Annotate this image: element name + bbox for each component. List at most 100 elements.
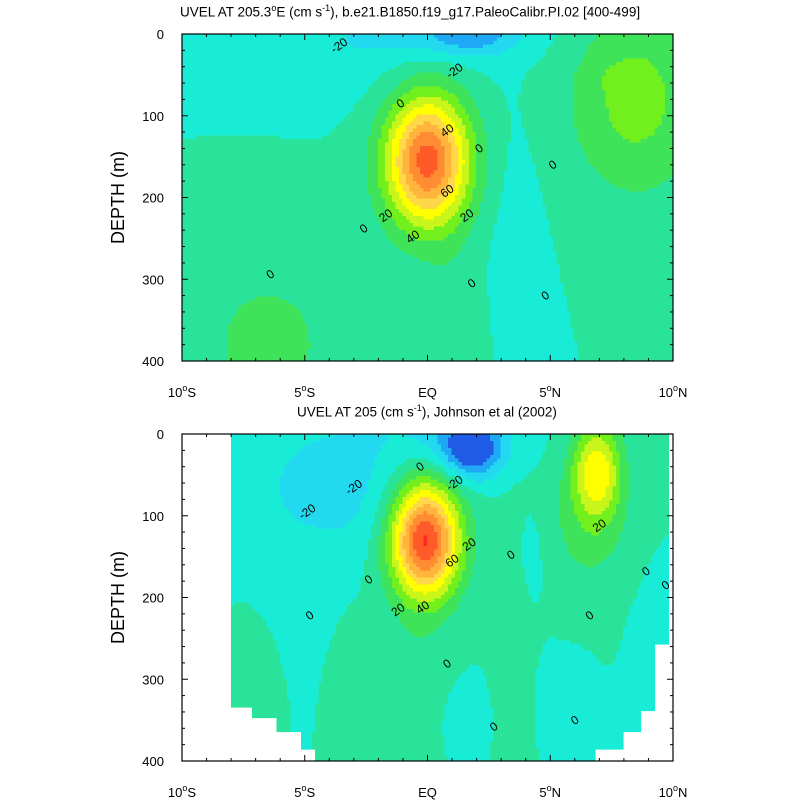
contour-cell — [353, 223, 358, 228]
contour-cell — [301, 41, 306, 46]
contour-cell — [259, 72, 264, 77]
contour-cell — [346, 356, 351, 361]
contour-cell — [255, 324, 260, 329]
contour-cell — [360, 114, 365, 119]
contour-cell — [210, 139, 215, 144]
contour-cell — [346, 338, 351, 343]
contour-cell — [304, 317, 309, 322]
contour-cell — [318, 310, 323, 315]
contour-cell — [199, 149, 204, 154]
contour-cell — [346, 167, 351, 172]
contour-cell — [308, 359, 313, 361]
contour-cell — [192, 338, 197, 343]
contour-cell — [269, 114, 274, 119]
contour-cell — [360, 265, 365, 270]
contour-cell — [269, 195, 274, 200]
contour-cell — [297, 174, 302, 179]
contour-cell — [332, 111, 337, 116]
contour-cell — [252, 317, 257, 322]
contour-cell — [269, 359, 274, 361]
contour-cell — [269, 349, 274, 354]
contour-cell — [227, 156, 232, 161]
contour-cell — [346, 44, 351, 49]
contour-cell — [346, 37, 351, 42]
contour-cell — [283, 198, 288, 203]
contour-cell — [210, 149, 215, 154]
contour-cell — [329, 149, 334, 154]
contour-cell — [304, 293, 309, 298]
contour-cell — [259, 97, 264, 102]
contour-cell — [343, 198, 348, 203]
contour-cell — [350, 156, 355, 161]
contour-cell — [283, 170, 288, 175]
contour-cell — [259, 272, 264, 277]
contour-cell — [238, 146, 243, 151]
contour-cell — [297, 324, 302, 329]
contour-cell — [283, 293, 288, 298]
contour-cell — [206, 244, 211, 249]
contour-cell — [332, 188, 337, 193]
contour-cell — [227, 100, 232, 105]
contour-cell — [199, 34, 204, 39]
contour-cell — [297, 279, 302, 284]
contour-cell — [192, 335, 197, 340]
contour-cell — [318, 342, 323, 347]
contour-cell — [339, 104, 344, 109]
contour-cell — [199, 282, 204, 287]
contour-cell — [220, 345, 225, 350]
contour-cell — [290, 55, 295, 60]
contour-cell — [294, 118, 299, 123]
contour-cell — [329, 58, 334, 63]
contour-cell — [273, 100, 278, 105]
contour-cell — [213, 111, 218, 116]
contour-cell — [248, 142, 253, 147]
contour-cell — [220, 62, 225, 67]
contour-cell — [287, 114, 292, 119]
contour-cell — [308, 114, 313, 119]
contour-cell — [287, 226, 292, 231]
contour-cell — [185, 34, 190, 39]
contour-cell — [360, 296, 365, 301]
contour-cell — [262, 184, 267, 189]
contour-cell — [308, 156, 313, 161]
contour-cell — [332, 272, 337, 277]
contour-cell — [185, 289, 190, 294]
contour-cell — [283, 135, 288, 140]
contour-cell — [283, 223, 288, 228]
contour-cell — [210, 268, 215, 273]
contour-cell — [213, 100, 218, 105]
contour-cell — [248, 310, 253, 315]
contour-cell — [329, 195, 334, 200]
contour-cell — [269, 128, 274, 133]
contour-cell — [189, 142, 194, 147]
contour-cell — [315, 303, 320, 308]
contour-cell — [220, 34, 225, 39]
contour-cell — [329, 76, 334, 81]
contour-cell — [269, 321, 274, 326]
contour-cell — [248, 205, 253, 210]
contour-cell — [220, 275, 225, 280]
contour-cell — [297, 118, 302, 123]
contour-cell — [199, 97, 204, 102]
contour-cell — [308, 153, 313, 158]
contour-cell — [297, 184, 302, 189]
contour-cell — [339, 128, 344, 133]
contour-cell — [329, 167, 334, 172]
contour-cell — [262, 118, 267, 123]
contour-cell — [308, 128, 313, 133]
contour-cell — [220, 167, 225, 172]
contour-cell — [206, 111, 211, 116]
contour-cell — [185, 160, 190, 165]
contour-cell — [199, 44, 204, 49]
contour-cell — [266, 279, 271, 284]
contour-cell — [182, 132, 187, 137]
contour-cell — [266, 268, 271, 273]
contour-cell — [220, 58, 225, 63]
contour-cell — [336, 41, 341, 46]
contour-cell — [234, 69, 239, 74]
contour-cell — [273, 216, 278, 221]
contour-cell — [241, 233, 246, 238]
contour-cell — [227, 146, 232, 151]
contour-cell — [311, 51, 316, 56]
contour-cell — [308, 93, 313, 98]
